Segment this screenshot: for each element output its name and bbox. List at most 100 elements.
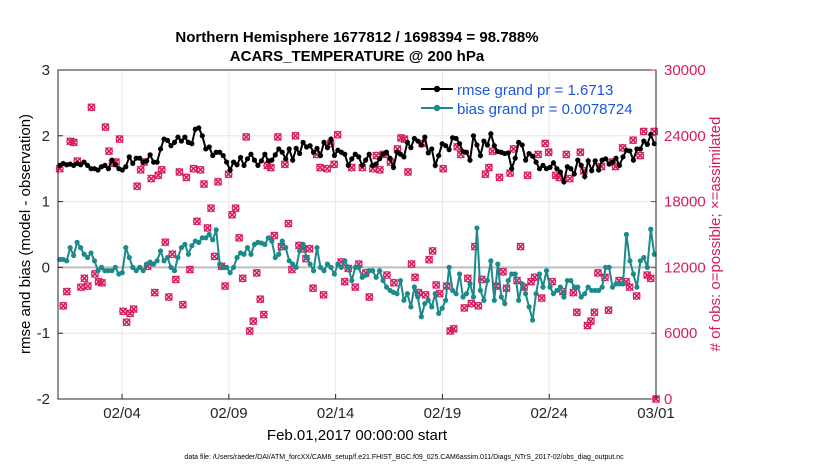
obs-assimilated-point — [189, 164, 198, 173]
obs-assimilated-point — [432, 280, 441, 290]
rmse-point — [523, 157, 529, 163]
obs-possible-point — [214, 177, 223, 186]
rmse-point — [342, 151, 348, 157]
obs-assimilated-point — [168, 250, 177, 259]
obs-possible-point — [474, 301, 483, 310]
rmse-point — [470, 133, 477, 139]
plot-area: 02/04 02/09 02/14 02/19 02/24 03/01 -2-10123 … — [37, 62, 706, 422]
obs-assimilated-point — [305, 244, 314, 253]
bias-point — [623, 231, 630, 238]
bias-point — [248, 251, 254, 257]
rmse-point — [126, 154, 132, 160]
rmse-point — [463, 149, 470, 155]
obs-assimilated-point — [280, 160, 289, 169]
bias-point — [432, 291, 438, 297]
obs-assimilated-point — [562, 150, 571, 159]
obs-assimilated-point — [308, 284, 318, 293]
rmse-point — [432, 162, 438, 169]
obs-possible-point — [467, 299, 476, 308]
obs-assimilated-point — [425, 255, 434, 264]
bias-point — [335, 261, 341, 267]
rmse-point — [529, 153, 536, 159]
obs-possible-point — [115, 135, 124, 144]
bias-point — [241, 251, 247, 257]
obs-assimilated-point — [249, 317, 258, 326]
rmse-point — [547, 164, 553, 170]
obs-assimilated-point — [273, 132, 282, 141]
rmse-point — [648, 131, 654, 138]
obs-possible-point — [270, 231, 279, 240]
obs-assimilated-point — [410, 273, 420, 282]
obs-possible-point — [421, 290, 430, 299]
bias-point — [516, 297, 522, 303]
bias-point — [88, 250, 94, 256]
rmse-point — [310, 149, 317, 155]
bias-point — [182, 241, 188, 247]
obs-possible-point — [309, 284, 317, 293]
y-ticks-left: -2 -1 0 1 2 3 — [37, 62, 63, 408]
obs-possible-point — [185, 265, 194, 274]
bias-point — [109, 268, 115, 274]
bias-point — [450, 287, 456, 294]
bias-point — [189, 243, 195, 249]
rmse-point — [206, 144, 212, 150]
obs-assimilated-point — [147, 174, 156, 183]
rmse-point — [175, 134, 181, 140]
bias-point — [123, 245, 129, 251]
rmse-point — [147, 152, 153, 158]
obs-possible-point — [80, 274, 89, 283]
obs-possible-point — [495, 173, 504, 182]
obs-possible-point — [305, 244, 314, 253]
bias-point — [363, 272, 369, 278]
obs-assimilated-point — [76, 283, 85, 292]
obs-assimilated-point — [544, 148, 553, 157]
rmse-point — [300, 139, 306, 145]
obs-assimilated-point — [221, 281, 230, 291]
bias-point — [404, 291, 411, 297]
bias-point — [481, 297, 487, 303]
obs-assimilated-point — [164, 292, 173, 302]
obs-possible-point — [319, 290, 328, 299]
rmse-point — [474, 142, 480, 148]
x-tick-label: 03/01 — [637, 405, 675, 422]
rmse-point — [144, 158, 150, 164]
obs-assimilated-point — [541, 139, 550, 148]
bias-point — [356, 264, 362, 270]
rmse-point — [199, 133, 205, 139]
bias-point — [439, 305, 445, 311]
obs-possible-point — [365, 293, 374, 301]
x-tick-label: 02/14 — [317, 405, 355, 422]
obs-assimilated-point — [481, 170, 490, 179]
rmse-point — [102, 162, 108, 169]
rmse-point — [408, 145, 414, 151]
legend-bias-label: bias grand pr = 0.0078724 — [457, 101, 633, 118]
obs-assimilated-point — [351, 283, 360, 292]
bias-point — [456, 271, 463, 277]
y-left-tick-label: 2 — [42, 128, 50, 145]
obs-assimilated-point — [565, 174, 574, 183]
x-tick-label: 02/19 — [424, 405, 462, 422]
rmse-point — [182, 134, 188, 140]
obs-assimilated-point — [516, 242, 525, 251]
bias-point — [484, 277, 490, 284]
rmse-point — [157, 146, 164, 152]
obs-assimilated-point — [206, 204, 216, 213]
bias-point — [609, 284, 616, 290]
rmse-point — [575, 157, 581, 163]
bias-point — [422, 300, 428, 307]
bias-point — [446, 264, 452, 270]
rmse-point — [373, 161, 379, 167]
rmse-point — [171, 139, 178, 145]
obs-assimilated-point — [572, 308, 581, 317]
obs-assimilated-point — [375, 165, 384, 174]
obs-assimilated-point — [291, 131, 300, 140]
obs-possible-point — [83, 282, 92, 290]
obs-assimilated-point — [87, 103, 96, 112]
bias-point — [95, 268, 101, 274]
bias-point — [74, 239, 80, 245]
rmse-point — [123, 164, 129, 170]
bias-point — [474, 225, 480, 231]
bias-point — [443, 297, 449, 303]
bias-point — [620, 281, 626, 287]
rmse-point — [196, 125, 202, 131]
